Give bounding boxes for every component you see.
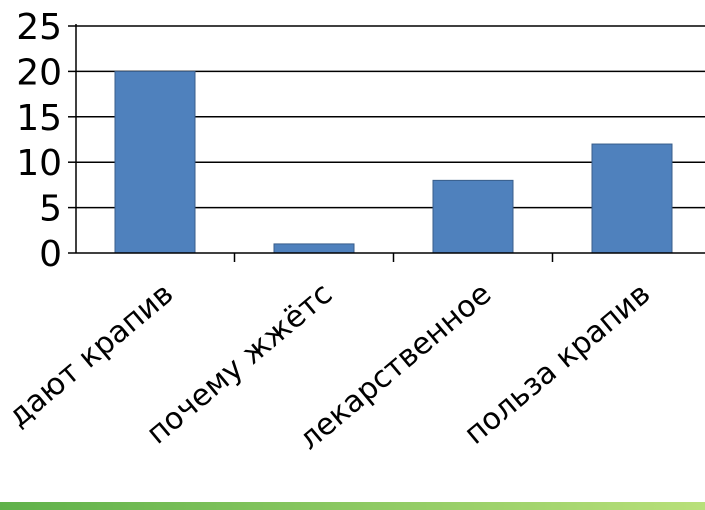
bar	[114, 70, 196, 254]
y-tick-label: 15	[16, 98, 62, 139]
y-tick-label: 5	[39, 189, 62, 230]
y-tick-label: 10	[16, 143, 62, 184]
bars	[114, 70, 673, 254]
x-tick-label: дают крапив	[2, 276, 181, 434]
axes	[68, 24, 705, 262]
y-tick-label: 20	[16, 52, 62, 93]
bar	[273, 243, 355, 254]
y-tick-label: 25	[16, 7, 62, 48]
y-tick-label: 0	[39, 234, 62, 275]
bottom-decorative-band	[0, 502, 705, 510]
bar	[432, 179, 514, 254]
bar	[591, 143, 673, 254]
